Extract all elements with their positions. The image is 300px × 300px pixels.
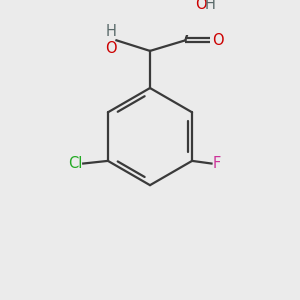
Text: O: O — [195, 0, 207, 12]
Text: F: F — [212, 156, 220, 171]
Text: H: H — [205, 0, 216, 12]
Text: H: H — [106, 24, 116, 39]
Text: Cl: Cl — [68, 156, 82, 171]
Text: O: O — [212, 33, 224, 48]
Text: O: O — [105, 41, 116, 56]
